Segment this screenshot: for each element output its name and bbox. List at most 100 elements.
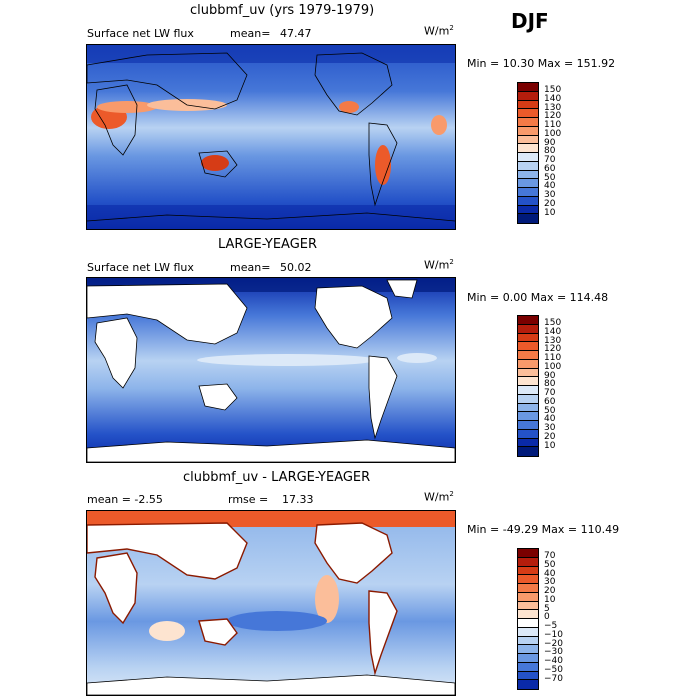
season-label: DJF bbox=[511, 9, 549, 33]
panel-1-colorbar-cell bbox=[518, 196, 538, 206]
panel-3-colorbar-cell bbox=[518, 584, 538, 593]
panel-1-mean-label: mean= bbox=[230, 27, 271, 40]
panel-3-minmax: Min = -49.29 Max = 110.49 bbox=[467, 523, 620, 536]
panel-1-tick: 140 bbox=[544, 93, 562, 104]
panel-3-colorbar-cell bbox=[518, 662, 538, 672]
panel-1-colorbar-cell bbox=[518, 100, 538, 110]
panel-3-colorbar-cell bbox=[518, 645, 538, 654]
panel-1-tick: 70 bbox=[544, 155, 556, 165]
panel-1-colorbar-cell bbox=[518, 188, 538, 197]
panel-1-coastline-australia bbox=[198, 150, 238, 178]
panel-3-tick: −5 bbox=[544, 621, 558, 631]
panel-1-tick: 120 bbox=[544, 111, 562, 122]
panel-3-tick: 30 bbox=[544, 577, 556, 588]
panel-2-variable-label: Surface net LW flux bbox=[87, 261, 194, 274]
panel-1-tick: 50 bbox=[544, 172, 556, 183]
panel-3-cool-pacific bbox=[227, 611, 327, 631]
panel-3-land-eurasia bbox=[87, 522, 248, 580]
panel-1-colorbar-ticks: 150 140 130 120 110 100 90 80 70 60 50 4… bbox=[544, 86, 561, 217]
panel-1-coastline-antarctica bbox=[87, 212, 455, 222]
panel-1-variable-label: Surface net LW flux bbox=[87, 27, 194, 40]
panel-1-tick: 20 bbox=[544, 198, 556, 209]
panel-2-tick: 140 bbox=[544, 326, 562, 337]
panel-2-tick: 20 bbox=[544, 431, 556, 442]
panel-2-mean-value: 50.02 bbox=[280, 261, 312, 274]
panel-1-band-north bbox=[87, 45, 455, 63]
panel-1-warm-eastpac bbox=[431, 115, 447, 135]
panel-1-colorbar-cell bbox=[518, 126, 538, 136]
panel-3-colorbar-cell bbox=[518, 610, 538, 619]
panel-1-coastline-africa bbox=[94, 84, 138, 156]
panel-2-colorbar-cell bbox=[518, 368, 538, 378]
panel-2-land-eurasia bbox=[87, 283, 248, 345]
panel-3-tick: −40 bbox=[544, 656, 563, 666]
panel-2-land-australia bbox=[198, 383, 238, 411]
panel-2-colorbar-cell bbox=[518, 412, 538, 421]
panel-1-colorbar bbox=[517, 82, 539, 224]
panel-2-colorbar-cell bbox=[518, 394, 538, 404]
panel-2-title: LARGE-YEAGER bbox=[218, 237, 318, 252]
panel-3-land-namerica bbox=[314, 522, 393, 584]
panel-2-tick: 130 bbox=[544, 335, 562, 346]
panel-2-colorbar-cell bbox=[518, 324, 538, 334]
panel-3-tick: 10 bbox=[544, 594, 556, 605]
panel-1-units: W/m2 bbox=[424, 24, 454, 38]
panel-1-band-south bbox=[87, 205, 455, 229]
panel-1-tick: 90 bbox=[544, 137, 556, 148]
panel-3-tick: −20 bbox=[544, 638, 563, 649]
panel-2-land-samerica bbox=[368, 355, 398, 440]
panel-3-colorbar-cell bbox=[518, 654, 538, 663]
panel-2-tick: 120 bbox=[544, 344, 562, 355]
panel-3-land-antarctica bbox=[87, 674, 455, 695]
panel-1-tick: 130 bbox=[544, 102, 562, 113]
panel-3-colorbar-cell bbox=[518, 627, 538, 637]
panel-3-colorbar-ticks: 70 50 40 30 20 10 5 0 −5 −10 −20 −30 −40… bbox=[544, 552, 563, 683]
panel-1-minmax: Min = 10.30 Max = 151.92 bbox=[467, 57, 616, 70]
panel-1-colorbar-cell bbox=[518, 83, 538, 92]
panel-3-warm-indian bbox=[149, 621, 185, 641]
panel-1-coastline-samerica bbox=[368, 122, 398, 207]
panel-2-colorbar-cell bbox=[518, 447, 538, 456]
panel-1-tick: 40 bbox=[544, 181, 556, 192]
panel-1-tick: 30 bbox=[544, 190, 556, 200]
panel-1-colorbar-cell bbox=[518, 170, 538, 180]
panel-2-colorbar bbox=[517, 315, 539, 457]
panel-2-pale-pacific bbox=[197, 354, 377, 366]
panel-1-colorbar-cell bbox=[518, 179, 538, 188]
panel-1-colorbar-cell bbox=[518, 205, 538, 215]
panel-3-colorbar-cell bbox=[518, 549, 538, 558]
panel-1-colorbar-cell bbox=[518, 91, 538, 101]
panel-1-map bbox=[86, 44, 456, 230]
panel-1-tick: 10 bbox=[544, 207, 556, 218]
panel-3-map bbox=[86, 510, 456, 696]
panel-3-tick: 20 bbox=[544, 586, 556, 596]
panel-2-tick: 110 bbox=[544, 353, 562, 363]
panel-3-colorbar-cell bbox=[518, 671, 538, 681]
panel-2-tick: 90 bbox=[544, 370, 556, 381]
panel-2-tick: 50 bbox=[544, 405, 556, 416]
panel-1-title: clubbmf_uv (yrs 1979-1979) bbox=[190, 3, 375, 18]
panel-3-land-australia bbox=[198, 618, 238, 646]
panel-1-coastline-eurasia bbox=[87, 52, 248, 110]
panel-2-colorbar-cell bbox=[518, 386, 538, 395]
panel-1-coastline-namerica bbox=[314, 52, 393, 116]
panel-2-tick: 80 bbox=[544, 379, 556, 390]
panel-3-tick: −30 bbox=[544, 647, 563, 658]
panel-1-warm-australia bbox=[201, 155, 229, 171]
panel-3-tick: 5 bbox=[544, 603, 550, 614]
panel-1-ocean-field bbox=[87, 45, 455, 229]
panel-1-colorbar-cell bbox=[518, 214, 538, 223]
panel-3-land-africa bbox=[94, 552, 138, 625]
panel-3-title: clubbmf_uv - LARGE-YEAGER bbox=[183, 470, 371, 485]
panel-2-tick: 70 bbox=[544, 388, 556, 398]
panel-1-tick: 60 bbox=[544, 163, 556, 174]
panel-2-tick: 100 bbox=[544, 361, 562, 372]
panel-2-land-africa bbox=[94, 317, 138, 389]
panel-3-tick: 70 bbox=[544, 551, 556, 561]
panel-3-land-samerica bbox=[368, 590, 398, 676]
panel-3-warm-eastpac bbox=[315, 575, 339, 623]
panel-3-colorbar-cell bbox=[518, 575, 538, 584]
panel-3-units: W/m2 bbox=[424, 490, 454, 504]
panel-2-colorbar-cell bbox=[518, 333, 538, 343]
panel-3-tick: −70 bbox=[544, 673, 563, 684]
